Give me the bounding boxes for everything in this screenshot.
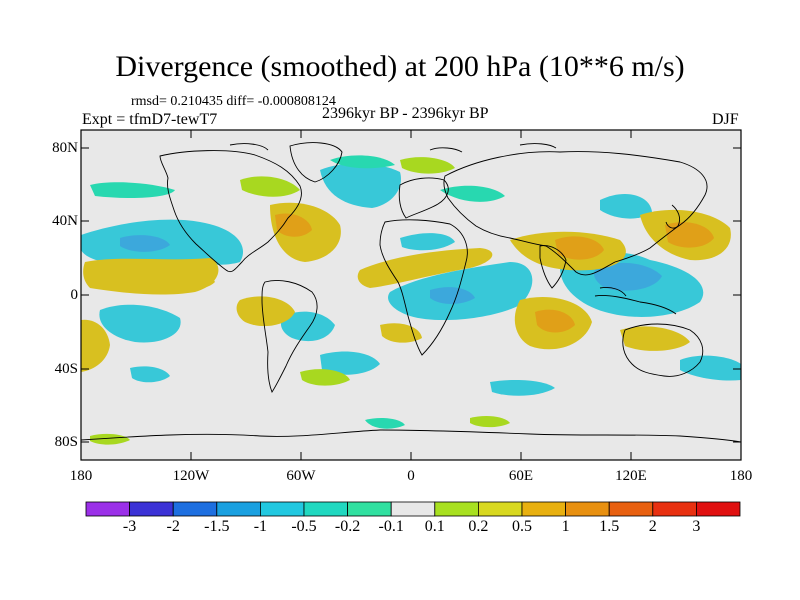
- divergence-region: [470, 415, 510, 428]
- divergence-region: [357, 248, 493, 288]
- divergence-region: [320, 351, 380, 375]
- colorbar-swatch: [696, 501, 741, 517]
- coastline-north-america: [159, 150, 302, 273]
- colorbar-label: -0.1: [378, 518, 404, 535]
- coastline-south-america: [261, 280, 318, 393]
- y-tick-label: 40S: [54, 361, 78, 377]
- coastline-australia: [622, 323, 704, 377]
- x-tick-label: 180: [729, 468, 753, 484]
- colorbar-label: -3: [122, 518, 137, 535]
- x-tick-label: 0: [407, 468, 415, 484]
- coastline-asia: [443, 151, 708, 276]
- axis-ticks: [81, 130, 741, 460]
- colorbar-swatch: [521, 501, 566, 517]
- y-tick-label: 40N: [52, 213, 78, 229]
- colorbar-label: -0.2: [334, 518, 361, 535]
- colorbar-swatch: [216, 501, 261, 517]
- plot-title: Divergence (smoothed) at 200 hPa (10**6 …: [115, 50, 685, 83]
- colorbar-swatch: [85, 501, 130, 517]
- divergence-region: [300, 369, 350, 386]
- x-tick-label: 120E: [615, 468, 647, 484]
- colorbar: [85, 501, 741, 517]
- experiment-label: Expt = tfmD7-tewT7: [82, 111, 218, 128]
- divergence-region: [275, 213, 312, 237]
- coastline-africa: [379, 219, 468, 356]
- divergence-region: [490, 380, 555, 396]
- colorbar-swatch: [172, 501, 218, 517]
- colorbar-label: 0.1: [424, 518, 445, 535]
- divergence-region: [400, 157, 455, 174]
- colorbar-swatch: [303, 501, 348, 517]
- coastline-antarctica: [81, 429, 741, 443]
- colorbar-swatch: [434, 501, 479, 517]
- divergence-region: [240, 176, 300, 197]
- y-tick-label: 0: [70, 287, 79, 303]
- divergence-region: [680, 355, 741, 381]
- colorbar-label: -1.5: [204, 518, 230, 535]
- divergence-region: [130, 366, 170, 383]
- colorbar-label: 0.5: [512, 518, 532, 535]
- divergence-region: [280, 311, 335, 342]
- divergence-region: [600, 193, 652, 219]
- divergence-region: [99, 304, 181, 343]
- divergence-region: [440, 185, 505, 202]
- coastline-indonesia: [594, 287, 677, 315]
- colorbar-label: -0.5: [291, 518, 317, 535]
- divergence-field: [81, 130, 741, 460]
- divergence-region: [330, 155, 395, 169]
- colorbar-swatch: [652, 501, 697, 517]
- divergence-region: [236, 296, 295, 327]
- colorbar-label: 3: [692, 518, 701, 535]
- coastline-japan: [665, 204, 681, 229]
- colorbar-swatch: [129, 501, 174, 517]
- divergence-region: [430, 287, 475, 304]
- colorbar-label: -2: [166, 518, 180, 535]
- colorbar-swatch: [608, 501, 654, 517]
- colorbar-label: 0.2: [468, 518, 489, 535]
- coastline-arctic-islands: [229, 143, 557, 153]
- colorbar-swatch: [477, 501, 523, 517]
- colorbar-swatch: [565, 501, 610, 517]
- divergence-region: [160, 268, 215, 290]
- x-tick-label: 60W: [286, 468, 316, 484]
- divergence-region: [120, 235, 170, 252]
- divergence-region: [90, 182, 175, 198]
- x-tick-label: 60E: [508, 468, 534, 484]
- colorbar-label: 2: [648, 518, 657, 535]
- divergence-region: [594, 262, 662, 291]
- x-tick-label: 180: [69, 468, 93, 484]
- colorbar-swatch: [390, 501, 436, 517]
- period-label: 2396kyr BP - 2396kyr BP: [322, 105, 489, 122]
- divergence-region: [555, 236, 604, 260]
- coastline-europe: [398, 177, 449, 219]
- coastline-indian-subcontinent: [539, 245, 567, 289]
- divergence-region: [81, 319, 110, 372]
- divergence-region: [320, 163, 401, 208]
- colorbar-label: 1: [561, 518, 570, 535]
- coastline-greenland: [289, 142, 343, 183]
- divergence-region: [90, 433, 130, 445]
- x-tick-label: 120W: [172, 468, 210, 484]
- divergence-region: [365, 417, 405, 429]
- divergence-region: [620, 326, 690, 351]
- coastlines: [81, 142, 741, 443]
- y-tick-label: 80S: [54, 434, 78, 450]
- colorbar-label: 1.5: [599, 518, 620, 535]
- divergence-region: [535, 309, 575, 333]
- stats-label: rmsd= 0.210435 diff= -0.000808124: [131, 94, 336, 109]
- colorbar-swatch: [259, 501, 305, 517]
- season-label: DJF: [712, 111, 739, 128]
- colorbar-label: -1: [253, 518, 268, 535]
- y-tick-label: 80N: [52, 140, 78, 156]
- colorbar-swatch: [347, 501, 392, 517]
- divergence-region: [665, 222, 714, 248]
- divergence-region: [400, 233, 455, 251]
